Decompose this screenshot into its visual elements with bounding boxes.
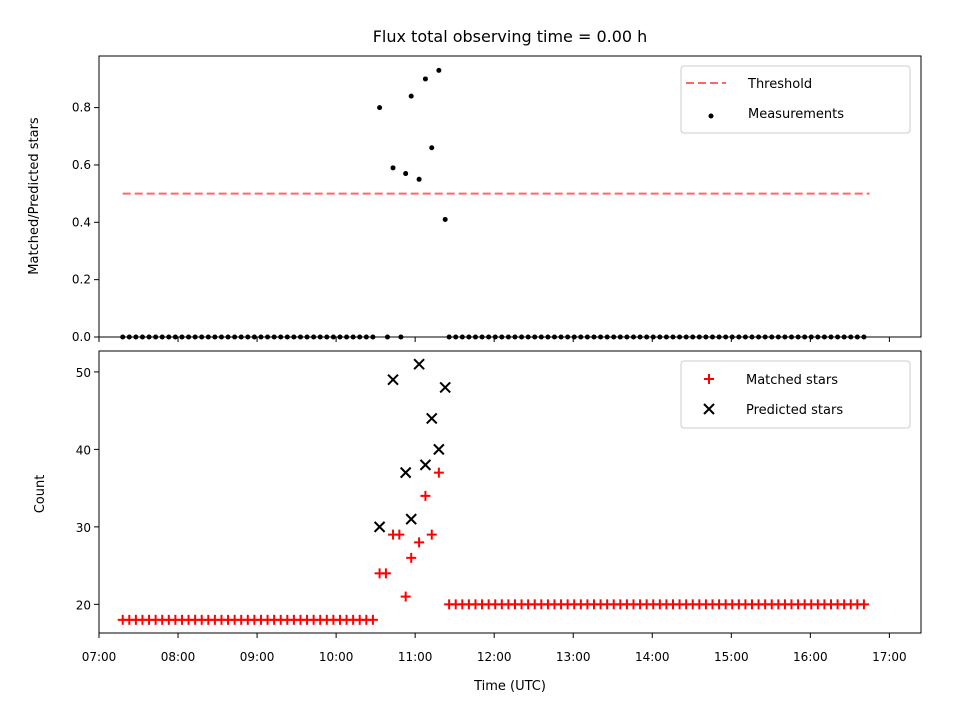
bottom-panel: Count Time (UTC) 20 30 40 50 07:00 08:00 09:0… [33,350,922,694]
bottom-axes-frame [98,350,922,634]
predicted-point-b [373,521,386,533]
top-y-tick-label: 0.2 [72,273,91,287]
chart-title: Flux total observing time = 0.00 h [373,27,648,46]
matched-point [406,552,417,563]
matched-point [858,599,869,610]
matched-point [400,591,411,602]
predicted-point-b [433,443,445,456]
measurement-point [390,165,396,171]
predicted-point-b [405,513,417,525]
matched-point [426,529,437,540]
predicted-point [399,466,412,479]
predicted-point [413,358,425,370]
top-y-axis-label: Matched/Predicted stars [27,117,42,275]
matched-point [380,568,391,579]
matched-point [367,614,378,625]
predicted-points [373,358,451,533]
bottom-legend: Matched stars Predicted stars [680,360,911,429]
x-axis-label: Time (UTC) [473,679,546,694]
predicted-point-b [419,459,432,471]
bottom-y-tick-label: 20 [76,598,91,612]
bottom-y-tick-label: 50 [76,366,91,380]
matched-point [433,467,444,478]
bottom-legend-box [680,360,911,429]
top-legend-box [680,65,911,134]
bottom-y-ticks: 20 30 40 50 [76,366,99,612]
predicted-point [387,373,399,386]
predicted-point [373,521,386,533]
x-tick-label: 08:00 [161,650,196,664]
measurement-point [422,76,428,82]
bottom-x-ticks: 07:00 08:00 09:00 10:00 11:00 12:00 13:00 14:00… [82,633,907,664]
legend-predicted-marker-b [703,403,715,415]
predicted-point-b [413,358,425,370]
measurement-point [416,176,422,182]
predicted-point-b [439,381,451,394]
x-tick-label: 07:00 [82,650,117,664]
top-axes-frame [98,55,922,338]
x-tick-label: 13:00 [556,650,591,664]
measurement-point [377,105,383,111]
matched-point [420,490,431,501]
predicted-point-b [399,466,412,479]
predicted-point [419,459,432,471]
legend-matched-swatch [704,374,714,384]
predicted-point [426,412,438,425]
matched-points [117,467,869,625]
x-tick-label: 15:00 [714,650,749,664]
x-tick-label: 14:00 [635,650,670,664]
predicted-point-b [426,412,438,425]
predicted-point [439,381,451,394]
x-tick-label: 09:00 [240,650,275,664]
measurement-point [408,93,414,99]
matched-point [414,537,425,548]
legend-threshold-label: Threshold [747,77,812,92]
top-y-tick-label: 0.0 [72,330,91,344]
predicted-point [433,443,445,456]
top-y-tick-label: 0.4 [72,215,91,229]
measurement-point [442,216,448,222]
legend-predicted-swatch [703,403,715,415]
legend-measurements-label: Measurements [748,107,844,122]
x-tick-label: 17:00 [872,650,907,664]
top-y-tick-label: 0.8 [72,101,91,115]
measurement-point [436,67,442,73]
measurement-point [429,145,435,151]
legend-measurements-swatch [708,113,714,119]
top-panel: Flux total observing time = 0.00 h Match… [27,27,922,344]
x-tick-label: 12:00 [477,650,512,664]
legend-matched-label: Matched stars [746,373,838,388]
predicted-point-b [387,373,399,386]
matched-point [394,529,405,540]
legend-predicted-label: Predicted stars [746,403,843,418]
x-tick-label: 10:00 [319,650,354,664]
top-y-ticks: 0.0 0.2 0.4 0.6 0.8 [72,101,99,344]
predicted-point [405,513,417,525]
measurement-point [403,171,409,177]
legend-predicted-marker [703,403,715,415]
bottom-y-axis-label: Count [33,475,48,514]
x-tick-label: 16:00 [793,650,828,664]
bottom-y-tick-label: 30 [76,521,91,535]
bottom-y-tick-label: 40 [76,443,91,457]
legend-matched-marker [704,374,714,384]
top-legend: Threshold Measurements [680,65,911,134]
x-tick-label: 11:00 [398,650,433,664]
top-y-tick-label: 0.6 [72,158,91,172]
